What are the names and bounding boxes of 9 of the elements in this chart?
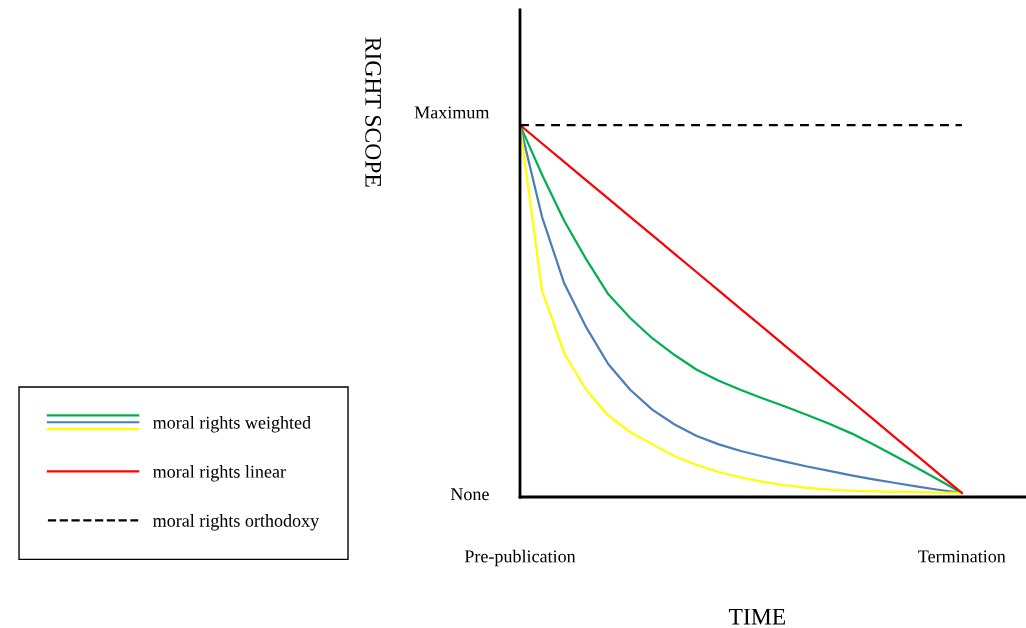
text: Maximum xyxy=(414,106,490,119)
x-tick-label: Termination xyxy=(918,550,1006,563)
legend-label: moral rights linear xyxy=(153,465,286,482)
x-tick-label: Pre-publication xyxy=(464,549,576,567)
x-axis-title: TIME xyxy=(728,608,786,625)
y-axis-title: RIGHT SCOPE xyxy=(365,37,382,187)
text: None xyxy=(450,488,489,501)
legend-label: moral rights weighted xyxy=(153,416,311,433)
legend-label: moral rights orthodoxy xyxy=(153,514,320,531)
